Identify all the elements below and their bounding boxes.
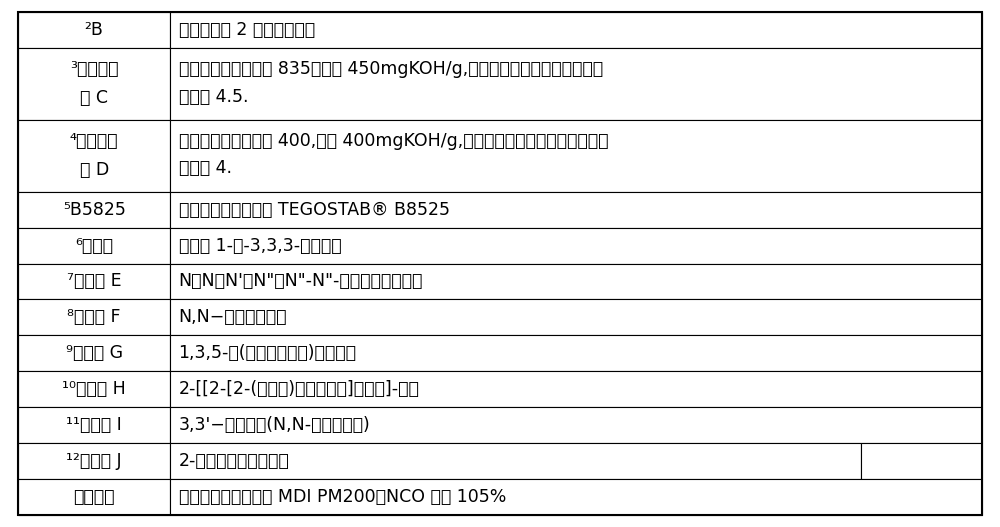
Bar bbox=[170, 372, 982, 407]
Bar bbox=[170, 120, 982, 191]
Bar bbox=[18, 443, 170, 480]
Text: 2-羟丙基三甲基甲酸録: 2-羟丙基三甲基甲酸録 bbox=[179, 452, 289, 471]
Text: 市场标准聚醚多元醇 400,羟値 400mgKOH/g,邻甲苯二胺起始的环氧丙烯醚，: 市场标准聚醚多元醇 400,羟値 400mgKOH/g,邻甲苯二胺起始的环氧丙烯… bbox=[179, 132, 608, 150]
Bar bbox=[170, 407, 982, 443]
Bar bbox=[170, 443, 861, 480]
Text: ⁶发泡剂: ⁶发泡剂 bbox=[75, 237, 113, 255]
Bar bbox=[18, 264, 170, 299]
Text: 赢创含硯表面活性剂 TEGOSTAB® B8525: 赢创含硯表面活性剂 TEGOSTAB® B8525 bbox=[179, 200, 450, 219]
Bar bbox=[18, 407, 170, 443]
Bar bbox=[18, 372, 170, 407]
Text: 官能度 4.5.: 官能度 4.5. bbox=[179, 87, 248, 105]
Bar bbox=[170, 228, 982, 264]
Text: ⁵B5825: ⁵B5825 bbox=[63, 200, 126, 219]
Bar bbox=[861, 443, 982, 480]
Text: ¹⁰催化剂 H: ¹⁰催化剂 H bbox=[62, 380, 126, 398]
Bar bbox=[18, 191, 170, 228]
Bar bbox=[170, 191, 982, 228]
Text: ¹²催化剂 J: ¹²催化剂 J bbox=[66, 452, 122, 471]
Text: ⁸催化剂 F: ⁸催化剂 F bbox=[67, 308, 121, 327]
Text: ⁹催化剂 G: ⁹催化剂 G bbox=[66, 345, 123, 363]
Bar bbox=[170, 299, 982, 336]
Bar bbox=[18, 336, 170, 372]
Text: ¹¹催化剂 I: ¹¹催化剂 I bbox=[66, 416, 122, 434]
Text: ⁴聚醚多元
醇 D: ⁴聚醚多元 醇 D bbox=[70, 132, 118, 179]
Text: ²B: ²B bbox=[85, 21, 104, 38]
Text: N，N，N'，N"，N"-N"-五甲基二乙烯三胺: N，N，N'，N"，N"-N"-五甲基二乙烯三胺 bbox=[179, 272, 423, 290]
Bar bbox=[170, 264, 982, 299]
Text: ⁷催化剂 E: ⁷催化剂 E bbox=[67, 272, 121, 290]
Text: 异氧酸酯: 异氧酸酯 bbox=[73, 489, 115, 506]
Bar bbox=[18, 299, 170, 336]
Text: 发泡剂 1-氯-3,3,3-三氟丙烯: 发泡剂 1-氯-3,3,3-三氟丙烯 bbox=[179, 237, 341, 255]
Bar bbox=[18, 47, 170, 120]
Bar bbox=[170, 47, 982, 120]
Bar bbox=[18, 120, 170, 191]
Text: 1,3,5-三(二甲氨基丙基)六氢三嘎: 1,3,5-三(二甲氨基丙基)六氢三嘎 bbox=[179, 345, 357, 363]
Text: 市场标准聚醚多元醇 835，羟値 450mgKOH/g,蕌糖甘油起始的环氧丙烯醚，: 市场标准聚醚多元醇 835，羟値 450mgKOH/g,蕌糖甘油起始的环氧丙烯醚… bbox=[179, 60, 603, 78]
Bar bbox=[18, 228, 170, 264]
Bar bbox=[18, 480, 170, 515]
Text: 2-[[2-[2-(二甲氨)乙氧基乙基]甲氨基]-乙醇: 2-[[2-[2-(二甲氨)乙氧基乙基]甲氨基]-乙醇 bbox=[179, 380, 419, 398]
Text: N,N−二甲基环己胺: N,N−二甲基环己胺 bbox=[179, 308, 287, 327]
Text: 产自万华集团的聚合 MDI PM200，NCO 指数 105%: 产自万华集团的聚合 MDI PM200，NCO 指数 105% bbox=[179, 489, 506, 506]
Bar bbox=[18, 12, 170, 47]
Text: 根据实施例 2 的聚醚多元醇: 根据实施例 2 的聚醚多元醇 bbox=[179, 21, 315, 38]
Bar bbox=[170, 336, 982, 372]
Bar bbox=[170, 480, 982, 515]
Text: 3,3'−亚胺基双(N,N-二甲基丙胺): 3,3'−亚胺基双(N,N-二甲基丙胺) bbox=[179, 416, 370, 434]
Bar bbox=[170, 12, 982, 47]
Text: 官能度 4.: 官能度 4. bbox=[179, 160, 232, 178]
Text: ³聚醚多元
醇 C: ³聚醚多元 醇 C bbox=[70, 60, 118, 107]
